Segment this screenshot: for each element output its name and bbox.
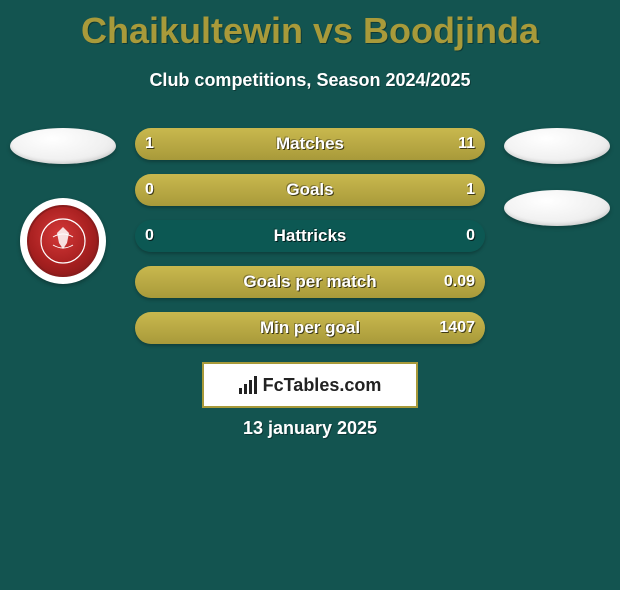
- right-player-avatar-1: [504, 128, 610, 164]
- club-crest-icon: [39, 217, 87, 265]
- stat-row: Matches111: [135, 128, 485, 160]
- left-player-column: [10, 128, 116, 284]
- stat-row: Goals01: [135, 174, 485, 206]
- bar-chart-icon: [239, 376, 257, 394]
- right-player-column: [504, 128, 610, 226]
- stat-row: Hattricks00: [135, 220, 485, 252]
- page-subtitle: Club competitions, Season 2024/2025: [0, 70, 620, 91]
- footer-date: 13 january 2025: [0, 418, 620, 439]
- right-player-avatar-2: [504, 190, 610, 226]
- watermark-text: FcTables.com: [263, 375, 382, 396]
- left-club-badge-inner: [27, 205, 99, 277]
- stat-row: Goals per match0.09: [135, 266, 485, 298]
- stat-row: Min per goal1407: [135, 312, 485, 344]
- left-club-badge: [20, 198, 106, 284]
- page-title: Chaikultewin vs Boodjinda: [0, 10, 620, 52]
- left-player-avatar: [10, 128, 116, 164]
- stat-rows: Matches111 Goals01 Hattricks00 Goals per ma…: [135, 128, 485, 344]
- watermark-badge: FcTables.com: [202, 362, 418, 408]
